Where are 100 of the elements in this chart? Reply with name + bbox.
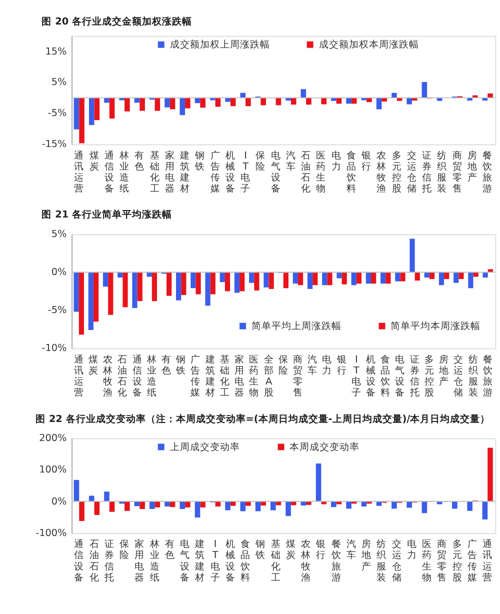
x-tick-label: 银行 <box>315 539 326 562</box>
x-tick-label: 银行 <box>336 354 347 376</box>
x-tick-label: 银行 <box>360 150 372 172</box>
x-tick-label: 保险 <box>120 539 130 562</box>
x-tick-label: 医药生物 <box>422 539 432 584</box>
x-tick-label: 有色 <box>162 353 172 376</box>
x-tick-label: 食品饮料 <box>240 538 251 584</box>
x-tick-label: 林业造纸 <box>146 353 157 399</box>
x-tick-label: 建筑建材 <box>179 149 190 195</box>
y-tick-label: 5% <box>51 229 67 240</box>
y-tick-label: -15% <box>42 139 67 150</box>
x-tick-label: 房地产 <box>466 149 478 184</box>
x-tick-label: IT电子 <box>210 539 220 584</box>
x-tick-label: IT电子 <box>351 354 362 399</box>
x-tick-label: 基础化工 <box>148 149 160 195</box>
legend-label: 简单平均上周涨跌幅 <box>251 320 342 332</box>
x-tick-label: 保险 <box>256 150 266 172</box>
x-tick-label: 多元控股 <box>452 538 462 584</box>
y-tick-label: 5% <box>51 77 67 88</box>
x-tick-label: 纺织服装 <box>437 149 448 195</box>
x-tick-label: 基础化工 <box>218 353 230 399</box>
x-tick-label: 多元控股 <box>392 149 402 195</box>
x-tick-label: 有色 <box>134 149 145 172</box>
x-tick-label: 有色 <box>164 538 175 562</box>
x-tick-label: 交运仓储 <box>454 353 464 399</box>
x-tick-label: 汽车 <box>346 538 356 562</box>
x-tick-label: 钢铁 <box>175 354 186 376</box>
legend-label: 上周成交变动率 <box>170 440 240 453</box>
x-tick-label: 证券信托 <box>103 538 114 584</box>
x-tick-label: 房地产 <box>438 353 450 388</box>
x-tick-label: 证券信托 <box>421 149 432 195</box>
x-tick-label: 商贸零售 <box>452 149 462 195</box>
x-tick-label: 通讯运营 <box>482 538 493 584</box>
y-tick-label: 100% <box>39 464 67 476</box>
x-tick-label: 林业造纸 <box>148 538 160 584</box>
y-tick-label: -10% <box>42 343 67 354</box>
chart-title: 图 20 各行业成交金额加权涨跌幅 <box>42 15 192 28</box>
x-tick-label: 食品饮料 <box>380 353 391 399</box>
x-tick-label: 广告传媒 <box>210 149 220 195</box>
x-tick-label: 家用电器 <box>134 538 145 584</box>
chart-title: 图 21 各行业简单平均涨跌幅 <box>42 208 172 221</box>
x-tick-label: 农林牧渔 <box>376 150 387 195</box>
x-tick-label: 煤炭 <box>286 538 296 562</box>
chart-title: 图 22 各行业成交变动率（注：本周成交变动率=(本周日均成交量-上周日均成交量)/本月日均成交量） <box>36 412 490 425</box>
legend-label: 成交额加权本周涨跌幅 <box>318 38 419 51</box>
x-tick-label: IT电子 <box>240 150 251 195</box>
x-tick-label: 餐饮旅游 <box>330 538 342 584</box>
x-tick-label: 建筑建材 <box>204 353 216 399</box>
y-tick-label: 0% <box>51 267 67 278</box>
x-tick-label: 商贸零售 <box>292 353 303 399</box>
x-tick-label: 交运仓储 <box>406 149 417 195</box>
x-tick-label: 机械设备 <box>225 538 236 584</box>
x-tick-label: 纺织服装 <box>468 353 478 399</box>
x-tick-label: 广告传媒 <box>190 353 201 399</box>
x-tick-label: 家用电器 <box>164 149 175 195</box>
x-tick-label: 农林牧渔 <box>102 354 114 399</box>
y-tick-label: 0% <box>51 496 67 508</box>
x-tick-label: 通讯运营 <box>74 149 84 195</box>
y-tick-label: 200% <box>39 433 67 444</box>
y-tick-label: 15% <box>45 46 67 58</box>
y-tick-label: -5% <box>48 108 67 120</box>
x-tick-label: 建筑建材 <box>194 538 206 584</box>
x-tick-label: 石油石化 <box>118 354 128 399</box>
legend-label: 本周成交变动率 <box>290 440 360 453</box>
x-tick-label: 电气设备 <box>395 353 406 399</box>
legend-label: 简单平均本周涨跌幅 <box>390 320 481 332</box>
x-tick-label: 电力 <box>406 538 417 562</box>
x-tick-label: 房地产 <box>360 538 372 572</box>
x-tick-label: 林业造纸 <box>118 149 130 195</box>
y-tick-label: -100% <box>36 528 67 539</box>
legend-label: 成交额加权上周涨跌幅 <box>170 38 270 51</box>
x-tick-label: 全部A股 <box>264 353 274 399</box>
x-tick-label: 医药生物 <box>249 354 260 399</box>
x-tick-label: 煤炭 <box>89 149 100 172</box>
x-tick-label: 电气设备 <box>180 538 190 584</box>
x-tick-label: 汽车 <box>286 149 296 172</box>
x-tick-label: 纺织服装 <box>376 538 387 584</box>
x-tick-label: 机械设备 <box>366 353 376 399</box>
x-tick-label: 商贸零售 <box>437 538 448 584</box>
x-tick-label: 电力 <box>322 353 332 376</box>
x-tick-label: 通讯运营 <box>74 353 84 399</box>
x-tick-label: 电力 <box>331 149 342 172</box>
x-tick-label: 保险 <box>278 354 288 376</box>
x-tick-label: 农林牧渔 <box>300 539 312 584</box>
x-tick-label: 钢铁 <box>194 150 206 172</box>
x-tick-label: 医药生物 <box>316 150 326 195</box>
x-tick-label: 广告传媒 <box>467 538 478 584</box>
x-tick-label: 食品饮料 <box>345 149 356 195</box>
x-tick-label: 汽车 <box>308 353 318 376</box>
x-tick-label: 餐饮旅游 <box>482 149 493 195</box>
x-tick-label: 证券信托 <box>408 353 420 399</box>
x-tick-label: 煤炭 <box>88 353 98 376</box>
x-tick-label: 石油石化 <box>301 150 312 195</box>
y-tick-label: -5% <box>48 305 67 316</box>
x-tick-label: 餐饮旅游 <box>482 353 493 399</box>
x-tick-label: 基础化工 <box>270 538 281 584</box>
x-tick-label: 石油石化 <box>89 539 100 584</box>
x-tick-label: 通信设备 <box>104 149 114 195</box>
x-tick-label: 通信设备 <box>132 353 142 399</box>
x-tick-label: 机械设备 <box>225 149 236 195</box>
